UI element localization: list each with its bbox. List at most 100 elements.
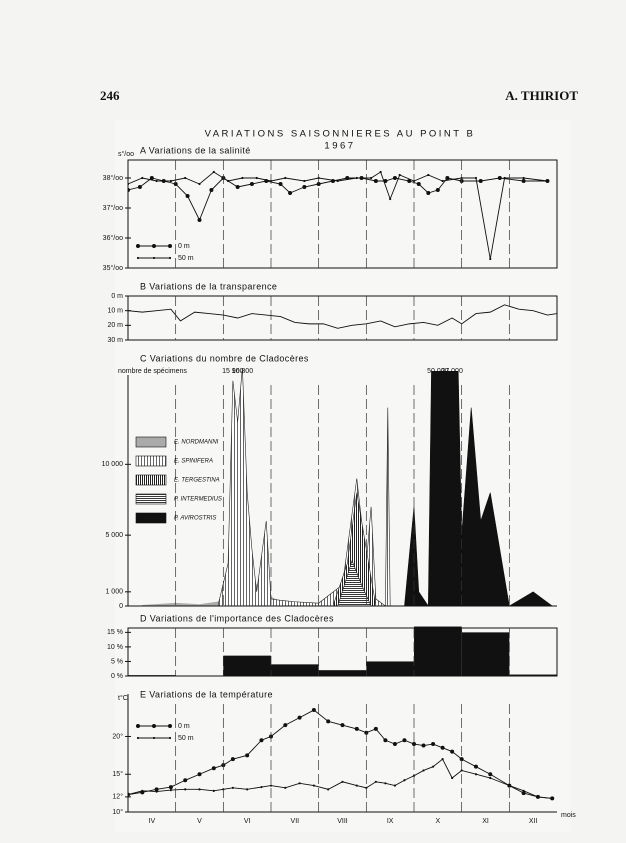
figure-subtitle: 1967: [324, 141, 355, 152]
x-tick-label: X: [435, 818, 440, 825]
frame: [127, 295, 558, 341]
point: [497, 176, 502, 180]
bar: [318, 670, 367, 676]
value-label: 15 900: [222, 368, 244, 375]
bar: [366, 661, 414, 676]
point: [393, 784, 397, 787]
x-tick-label: V: [197, 818, 202, 825]
area: [337, 559, 372, 606]
point: [183, 778, 188, 783]
point: [416, 182, 421, 186]
point: [197, 772, 202, 777]
point: [341, 780, 344, 783]
point: [198, 788, 201, 791]
x-axis-label: mois: [561, 812, 576, 819]
y-tick-label: 12°: [112, 793, 123, 801]
point: [169, 179, 172, 183]
point: [326, 719, 331, 724]
area: [218, 371, 391, 606]
area: [404, 371, 553, 606]
frame: [127, 627, 558, 677]
legend-marker: [136, 256, 140, 260]
plot: [128, 708, 555, 801]
area: [332, 492, 377, 606]
x-tick-label: VI: [244, 818, 251, 825]
point: [269, 784, 273, 787]
figure-title: VARIATIONS SAISONNIERES AU POINT B: [205, 129, 476, 140]
y-tick-label: 5 000: [105, 532, 123, 539]
x-tick-label: XI: [482, 818, 489, 825]
point: [374, 780, 377, 783]
point: [249, 182, 254, 186]
point: [546, 179, 549, 183]
point: [478, 179, 483, 183]
point: [459, 757, 464, 762]
point: [460, 769, 463, 772]
point: [197, 218, 202, 222]
y-tick-label: 38°/oo: [103, 174, 123, 182]
y-tick-label: 10 m: [107, 308, 123, 315]
y-tick-label: 10 %: [107, 644, 123, 651]
point: [522, 789, 525, 792]
point: [303, 179, 306, 183]
point: [169, 788, 172, 792]
x-tick-label: VII: [291, 818, 300, 825]
legend-label: E. SPINIFERA: [174, 459, 213, 465]
point: [373, 726, 378, 731]
point: [407, 179, 412, 183]
legend-marker: [168, 256, 172, 260]
point: [245, 753, 250, 758]
legend-swatch: [135, 455, 167, 467]
point: [379, 170, 382, 174]
point: [312, 784, 315, 787]
page-number: 246: [100, 88, 120, 103]
y-axis-label: s°/oo: [118, 150, 134, 158]
point: [227, 179, 230, 183]
point: [327, 788, 330, 791]
legend-label: 50 m: [178, 255, 194, 262]
x-tick-label: IX: [387, 818, 394, 825]
bar: [223, 655, 271, 676]
point: [154, 787, 159, 792]
point: [355, 176, 358, 180]
point: [383, 738, 388, 743]
y-axis-label: t°C: [118, 694, 128, 702]
point: [421, 743, 426, 748]
point: [384, 782, 387, 785]
point: [536, 795, 540, 798]
point: [474, 176, 478, 180]
point: [441, 758, 444, 761]
author: A. THIRIOT: [505, 88, 578, 103]
line: [128, 177, 548, 222]
point: [551, 797, 554, 800]
y-tick-label: 1 000: [105, 589, 123, 596]
point: [389, 197, 392, 201]
point: [450, 749, 455, 754]
point: [302, 185, 307, 189]
point: [155, 790, 158, 793]
legend-label: E. NORDMANNI: [174, 440, 219, 446]
point: [398, 173, 401, 177]
point: [297, 715, 302, 720]
legend-marker: [152, 244, 156, 248]
point: [212, 170, 215, 174]
point: [412, 742, 416, 747]
point: [184, 176, 187, 180]
point: [489, 257, 492, 261]
point: [184, 788, 187, 791]
point: [149, 176, 154, 180]
point: [298, 782, 301, 785]
y-tick-label: 35°/oo: [103, 264, 123, 272]
point: [278, 182, 283, 186]
point: [441, 179, 444, 183]
point: [373, 179, 378, 183]
plot: [142, 371, 553, 606]
point: [155, 179, 158, 183]
point: [445, 176, 450, 180]
point: [260, 785, 263, 789]
bar: [509, 674, 557, 676]
point: [137, 185, 142, 189]
legend-swatch: [135, 493, 167, 505]
point: [198, 182, 201, 186]
